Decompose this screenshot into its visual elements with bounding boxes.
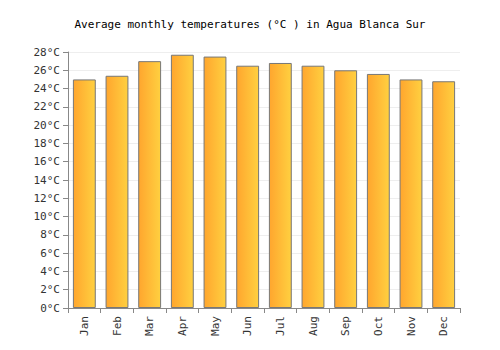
svg-text:Sep: Sep — [339, 316, 352, 336]
svg-text:2°C: 2°C — [40, 283, 60, 296]
svg-text:14°C: 14°C — [34, 174, 61, 187]
svg-text:Dec: Dec — [437, 316, 450, 336]
svg-text:Nov: Nov — [405, 316, 418, 336]
svg-text:May: May — [209, 316, 222, 336]
svg-text:8°C: 8°C — [40, 228, 60, 241]
svg-text:Jun: Jun — [241, 316, 254, 336]
svg-text:Oct: Oct — [372, 316, 385, 336]
svg-text:Apr: Apr — [176, 316, 189, 336]
svg-text:22°C: 22°C — [34, 100, 61, 113]
svg-text:18°C: 18°C — [34, 137, 61, 150]
svg-text:Feb: Feb — [111, 316, 124, 336]
svg-text:Aug: Aug — [307, 316, 320, 336]
svg-text:Average monthly temperatures (: Average monthly temperatures (°C ) in Ag… — [75, 18, 426, 31]
svg-text:Jul: Jul — [274, 316, 287, 336]
svg-text:0°C: 0°C — [40, 302, 60, 315]
svg-text:6°C: 6°C — [40, 247, 60, 260]
svg-text:16°C: 16°C — [34, 155, 61, 168]
svg-text:24°C: 24°C — [34, 82, 61, 95]
svg-text:10°C: 10°C — [34, 210, 61, 223]
svg-text:20°C: 20°C — [34, 119, 61, 132]
svg-text:Mar: Mar — [143, 316, 156, 336]
svg-text:26°C: 26°C — [34, 64, 61, 77]
svg-text:4°C: 4°C — [40, 265, 60, 278]
svg-text:Jan: Jan — [78, 316, 91, 336]
svg-text:12°C: 12°C — [34, 192, 61, 205]
svg-text:28°C: 28°C — [34, 46, 61, 59]
